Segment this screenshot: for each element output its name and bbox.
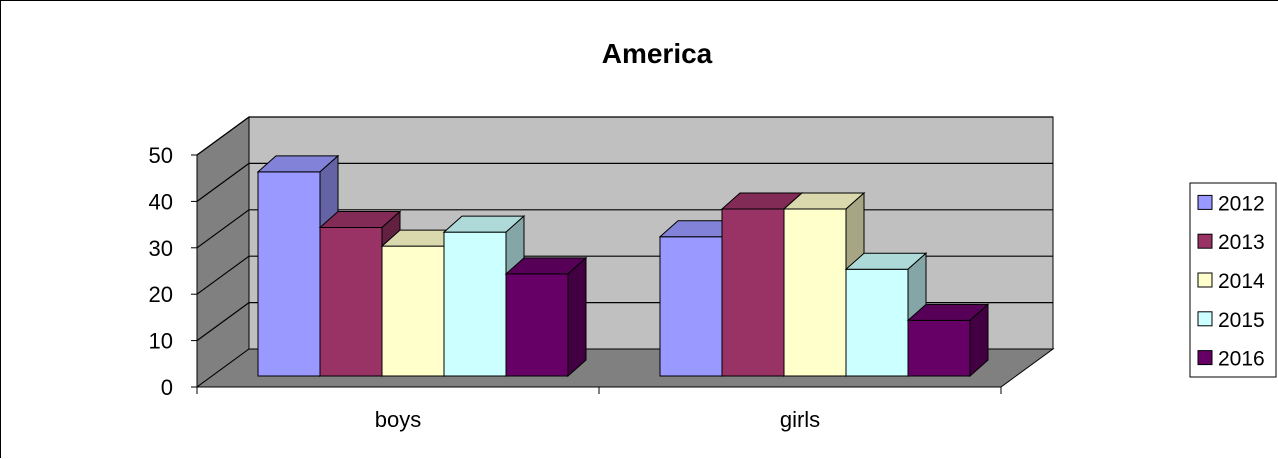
gridline-side — [196, 116, 250, 156]
chart-title: America — [602, 38, 713, 69]
y-tick-label: 10 — [149, 329, 173, 354]
bar — [381, 245, 445, 377]
legend-swatch — [1197, 350, 1213, 366]
legend-label: 2012 — [1218, 192, 1265, 215]
legend-label: 2015 — [1218, 309, 1265, 332]
legend-label: 2016 — [1218, 348, 1265, 371]
y-tick-label: 0 — [161, 375, 173, 400]
bar — [845, 268, 909, 377]
y-tick-label: 40 — [149, 189, 173, 214]
bar-side — [567, 256, 587, 378]
legend-swatch — [1197, 233, 1213, 249]
bar — [907, 319, 971, 377]
legend-swatch — [1197, 311, 1213, 327]
gridline-side — [196, 162, 250, 202]
bar-side — [969, 303, 989, 378]
legend-swatch — [1197, 272, 1213, 288]
bar — [659, 236, 723, 377]
x-tick-label: boys — [375, 407, 421, 432]
bar — [783, 208, 847, 377]
y-tick-label: 30 — [149, 236, 173, 261]
gridline-side — [196, 302, 250, 342]
legend-label: 2014 — [1218, 270, 1265, 293]
bar — [505, 273, 569, 377]
y-tick-label: 20 — [149, 282, 173, 307]
plot-area: 0 10 20 30 40 50 boys girls — [149, 116, 1055, 432]
x-tick-label: girls — [780, 407, 820, 432]
side-wall — [196, 116, 250, 388]
legend: 2012 2013 2014 2015 2016 — [1189, 182, 1277, 378]
gridline-side — [196, 255, 250, 295]
bar — [721, 208, 785, 377]
y-tick-label: 50 — [149, 143, 173, 168]
gridline-side — [196, 209, 250, 249]
bar — [257, 171, 321, 377]
legend-swatch — [1197, 194, 1213, 210]
bar — [443, 231, 507, 377]
bar — [319, 227, 383, 377]
legend-label: 2013 — [1218, 231, 1265, 254]
